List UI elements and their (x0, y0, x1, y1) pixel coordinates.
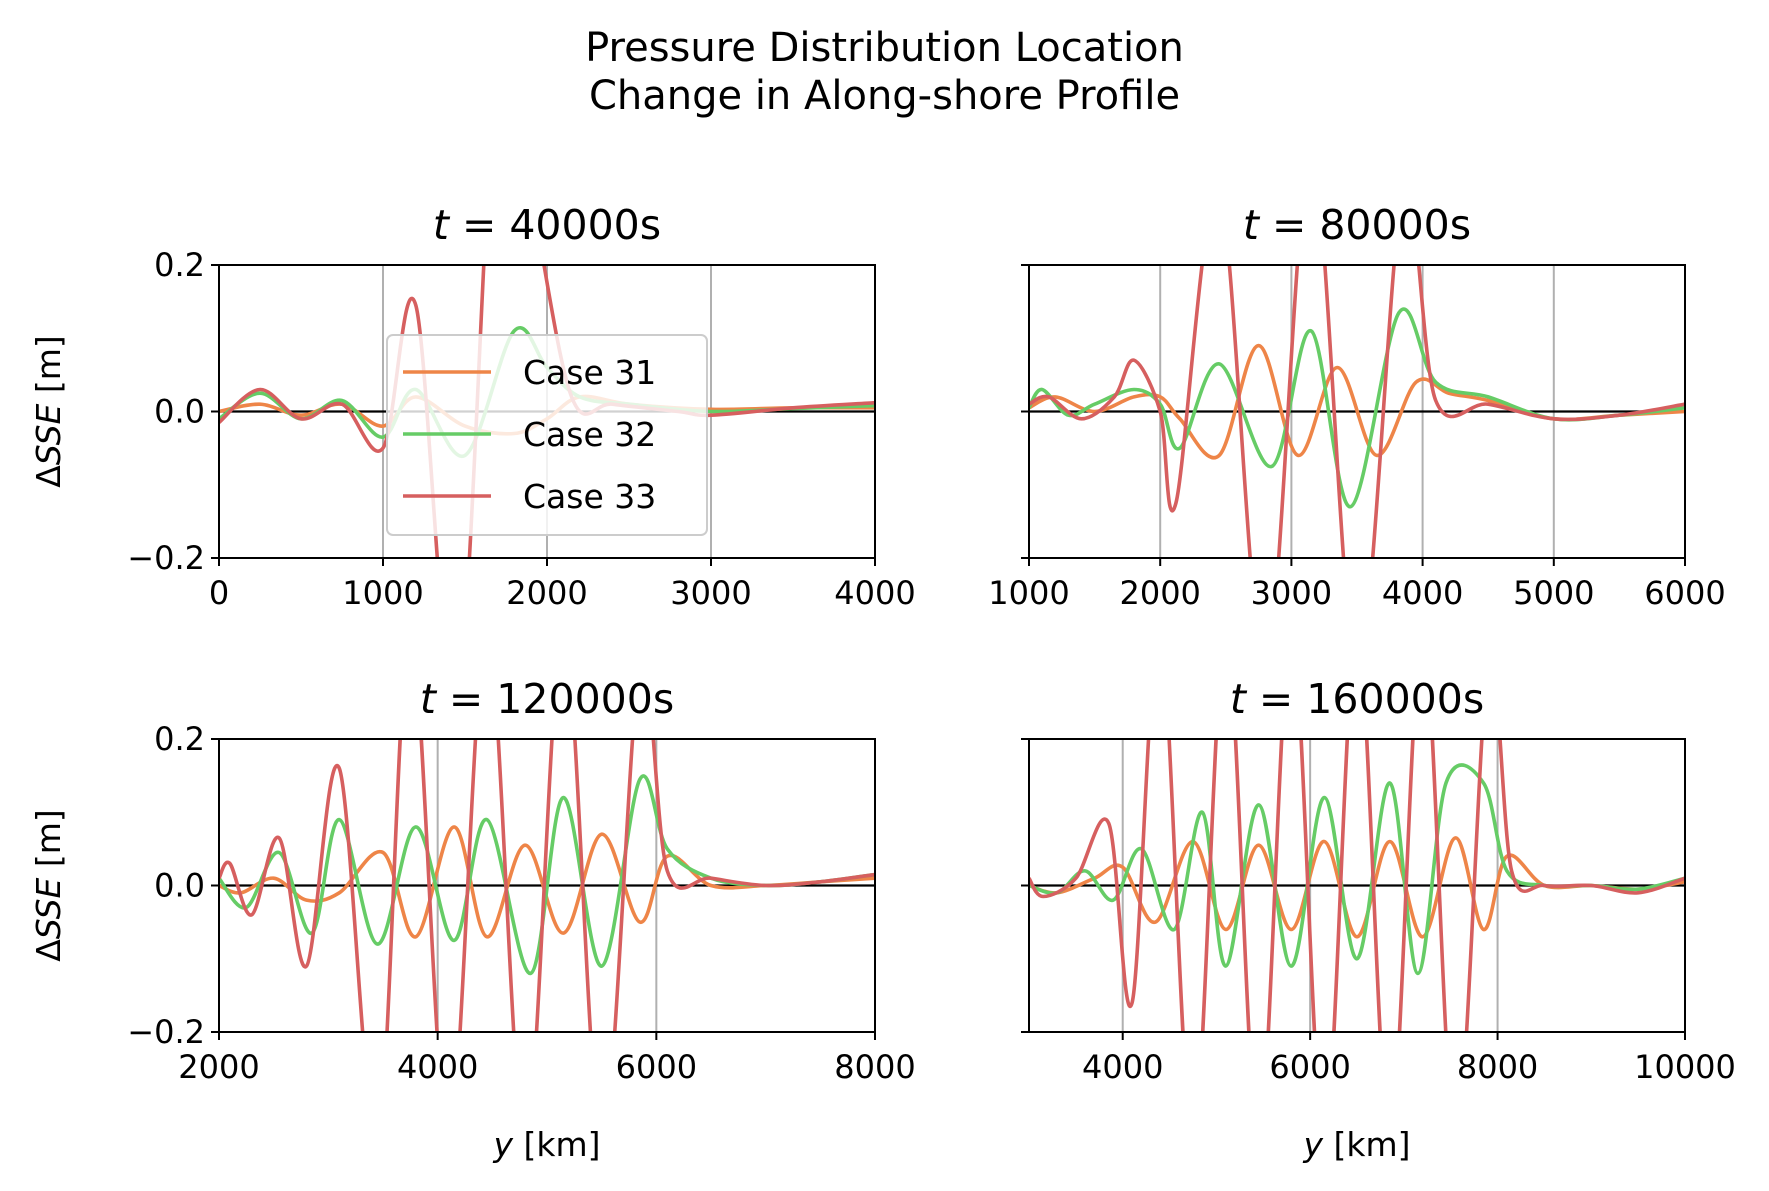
x-tick-label: 2000 (506, 574, 587, 612)
legend-label: Case 33 (523, 477, 656, 516)
x-tick-label: 4000 (1082, 1048, 1163, 1086)
y-tick-label: −0.2 (127, 1013, 205, 1051)
series-line-case-32 (1029, 307, 1685, 509)
x-tick-label: 2000 (178, 1048, 259, 1086)
x-tick-label: 8000 (834, 1048, 915, 1086)
x-tick-label: 6000 (1644, 574, 1725, 612)
figure-title-line-2: Change in Along-shore Profile (588, 73, 1181, 119)
legend: Case 31 Case 32 Case 33 (386, 334, 708, 536)
series-group (1029, 265, 1685, 558)
series-group (219, 739, 875, 1032)
x-axis-label: y [km] (492, 1125, 600, 1164)
y-tick-label: 0.0 (154, 393, 205, 431)
y-tick-label: 0.2 (154, 720, 205, 758)
series-line-case-31 (1029, 836, 1685, 939)
y-axis-label: ΔSSE [m] (29, 335, 68, 488)
subplot-title: t = 160000s (1230, 675, 1484, 723)
x-axis-label: y [km] (1302, 1125, 1410, 1164)
x-tick-label: 4000 (1382, 574, 1463, 612)
x-tick-label: 6000 (616, 1048, 697, 1086)
subplot-title: t = 40000s (433, 201, 661, 249)
legend-label: Case 32 (523, 415, 656, 454)
subplot-title: t = 80000s (1243, 201, 1471, 249)
x-tick-label: 5000 (1513, 574, 1594, 612)
subplot-2: 1000 2000 3000 4000 5000 6000 t = 80000s (988, 201, 1725, 612)
subplot-4: 4000 6000 8000 10000 t = 160000s y [km] (1021, 675, 1736, 1164)
x-tick-label: 4000 (397, 1048, 478, 1086)
figure-title-line-1: Pressure Distribution Location (585, 25, 1184, 71)
x-tick-label: 0 (209, 574, 229, 612)
x-tick-label: 1000 (988, 574, 1069, 612)
x-tick-label: 3000 (1251, 574, 1332, 612)
y-tick-label: −0.2 (127, 539, 205, 577)
y-tick-label: 0.0 (154, 867, 205, 905)
x-tick-label: 8000 (1457, 1048, 1538, 1086)
series-line-case-33 (219, 739, 875, 1032)
x-tick-label: 3000 (670, 574, 751, 612)
y-axis-label: ΔSSE [m] (29, 809, 68, 962)
series-group (1029, 739, 1685, 1032)
x-tick-label: 4000 (834, 574, 915, 612)
series-line-case-32 (1029, 763, 1685, 976)
subplot-1: 0 1000 2000 3000 4000 −0.2 0.0 0.2 t = 40000s ΔSS… (29, 201, 916, 612)
x-tick-label: 10000 (1634, 1048, 1736, 1086)
legend-box (386, 334, 708, 536)
legend-label: Case 31 (523, 353, 656, 392)
x-tick-label: 2000 (1119, 574, 1200, 612)
series-line-case-33 (1029, 265, 1685, 558)
x-tick-label: 6000 (1269, 1048, 1350, 1086)
subplot-title: t = 120000s (420, 675, 674, 723)
series-line-case-31 (1029, 343, 1685, 460)
x-tick-label: 1000 (342, 574, 423, 612)
subplot-3: 2000 4000 6000 8000 −0.2 0.0 0.2 t = 120000s ΔSS… (29, 675, 916, 1164)
y-tick-label: 0.2 (154, 246, 205, 284)
